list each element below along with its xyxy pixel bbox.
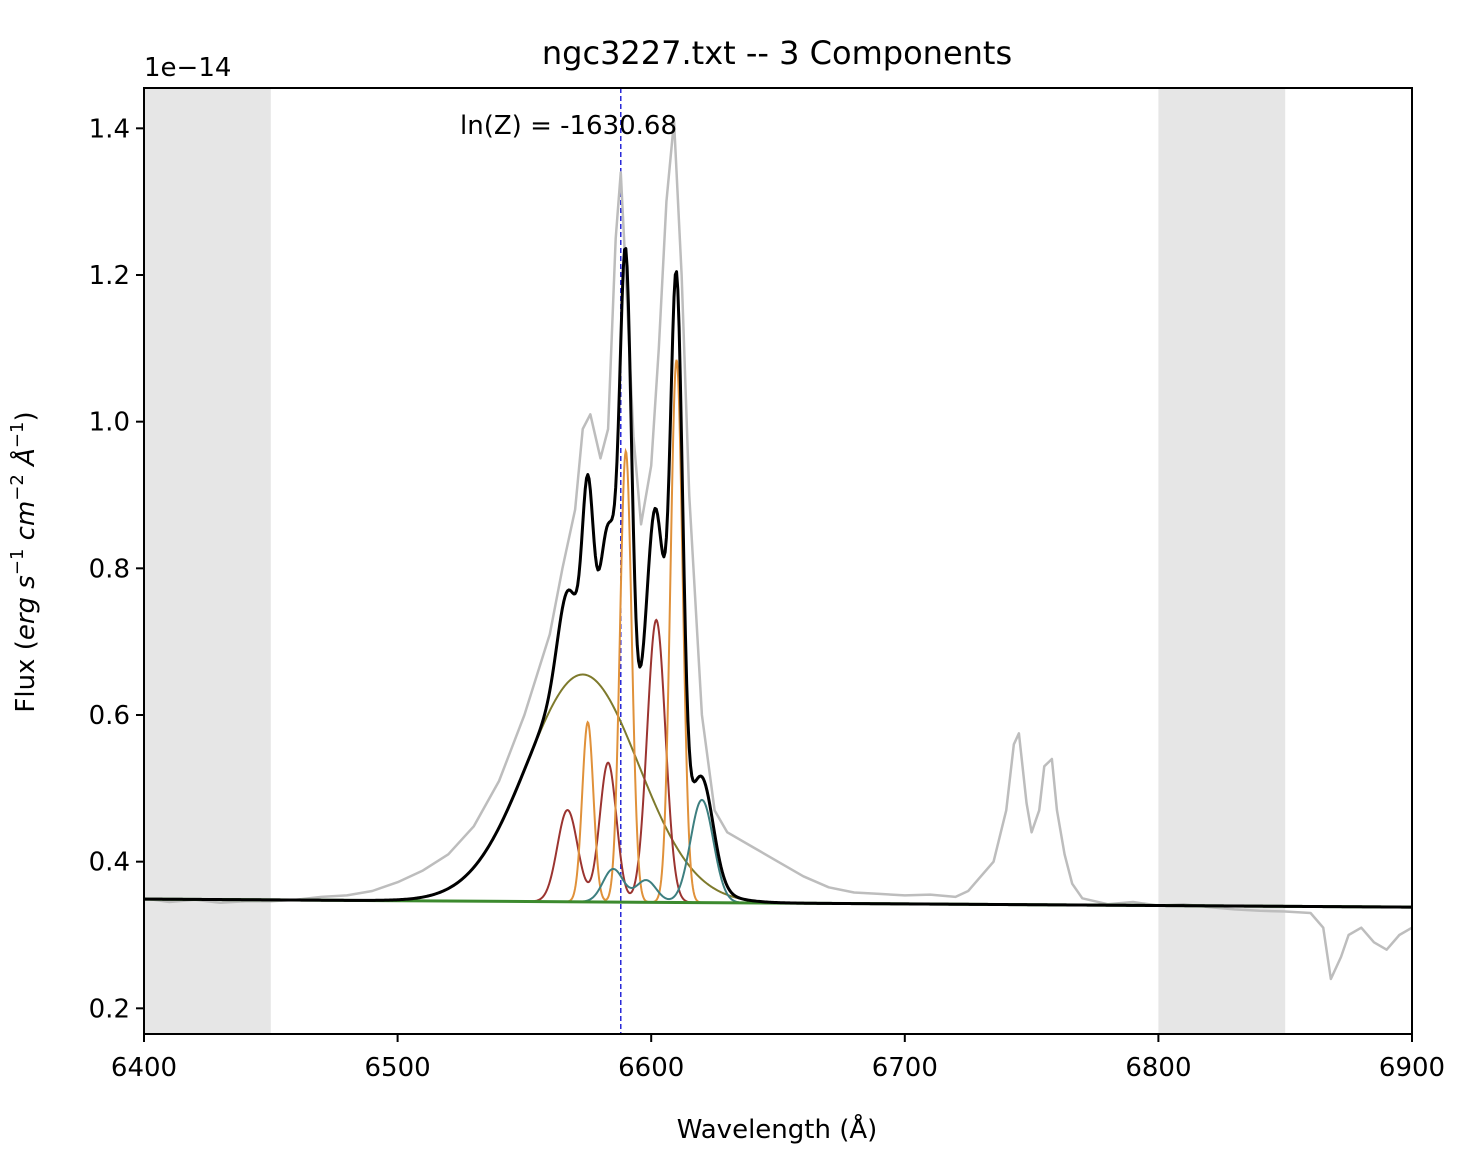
y-label-s: s <box>11 575 41 589</box>
chart-title: ngc3227.txt -- 3 Components <box>542 34 1012 72</box>
y-tick-label: 1.2 <box>89 261 130 291</box>
series-layer <box>144 119 1412 981</box>
x-tick-label: 6900 <box>1379 1053 1445 1083</box>
shaded-regions <box>144 88 1286 1034</box>
comp1-component-line <box>526 618 693 904</box>
comp3-component-line <box>572 798 748 904</box>
y-tick-label: 0.8 <box>89 554 130 584</box>
comp2-component-line <box>565 359 701 904</box>
plot-area <box>144 88 1412 1034</box>
x-tick-label: 6500 <box>365 1053 431 1083</box>
tick-layer: 6400 6500 6600 6700 6800 6900 0.2 0.4 0.6 0.8 1.0 1… <box>89 114 1445 1083</box>
lnz-annotation: ln(Z) = -1630.68 <box>460 111 677 141</box>
x-tick-label: 6600 <box>618 1053 684 1083</box>
y-tick-label: 1.4 <box>89 114 130 144</box>
y-axis-label: Flux (erg s−1 cm−2 Å−1) <box>7 411 41 712</box>
y-tick-label: 1.0 <box>89 408 130 438</box>
y-label-angstrom-exp: −1 <box>7 422 28 449</box>
y-label-suffix: ) <box>11 411 41 421</box>
y-label-cm-exp: −2 <box>7 474 28 501</box>
total-model-line <box>144 247 1412 909</box>
y-tick-label: 0.4 <box>89 848 130 878</box>
y-tick-label: 0.2 <box>89 994 130 1024</box>
x-axis-label: Wavelength (Å) <box>677 1113 878 1145</box>
x-tick-label: 6400 <box>111 1053 177 1083</box>
x-tick-label: 6800 <box>1125 1053 1191 1083</box>
y-label-angstrom: Å <box>9 448 41 468</box>
axes-frame <box>143 87 1413 1035</box>
y-label-erg: erg <box>11 597 41 640</box>
shaded-region-2 <box>1158 88 1286 1034</box>
shaded-region-1 <box>144 88 271 1034</box>
y-label-cm: cm <box>11 501 41 541</box>
y-offset-text: 1e−14 <box>144 53 231 83</box>
y-label-prefix: Flux ( <box>11 640 41 712</box>
y-tick-label: 0.6 <box>89 701 130 731</box>
x-tick-label: 6700 <box>872 1053 938 1083</box>
y-label-s-exp: −1 <box>7 549 28 576</box>
